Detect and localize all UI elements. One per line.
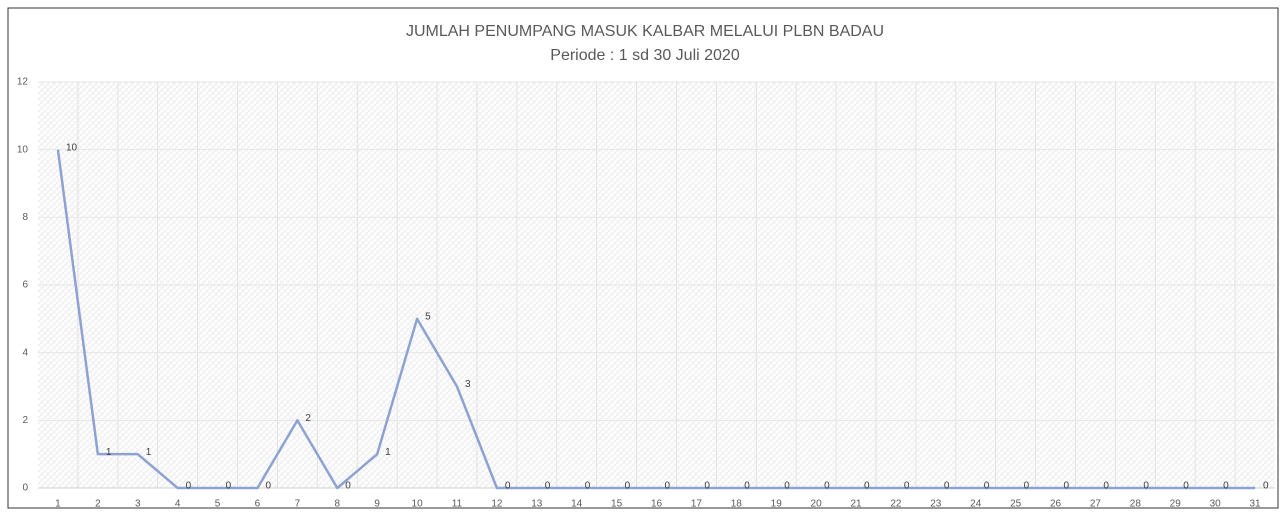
x-tick-label: 1: [55, 499, 61, 510]
x-tick-label: 24: [970, 499, 982, 510]
x-tick-label: 30: [1210, 499, 1222, 510]
data-label: 0: [944, 481, 950, 492]
data-label: 0: [1064, 481, 1070, 492]
data-label: 1: [106, 447, 112, 458]
x-tick-label: 7: [295, 499, 301, 510]
y-tick-label: 10: [17, 144, 29, 155]
x-tick-label: 15: [611, 499, 623, 510]
x-tick-label: 19: [771, 499, 783, 510]
data-label: 1: [385, 447, 391, 458]
x-tick-label: 25: [1010, 499, 1022, 510]
chart-title: JUMLAH PENUMPANG MASUK KALBAR MELALUI PL…: [406, 23, 884, 40]
x-tick-label: 5: [215, 499, 221, 510]
y-tick-label: 0: [22, 483, 28, 494]
data-label: 0: [784, 481, 790, 492]
x-tick-label: 4: [175, 499, 181, 510]
x-tick-label: 2: [95, 499, 101, 510]
x-tick-label: 28: [1130, 499, 1142, 510]
data-label: 0: [704, 481, 710, 492]
data-label: 0: [984, 481, 990, 492]
x-tick-label: 29: [1170, 499, 1182, 510]
data-label: 2: [305, 413, 311, 424]
data-label: 0: [1103, 481, 1109, 492]
data-label: 0: [1183, 481, 1189, 492]
data-label: 0: [904, 481, 910, 492]
data-label: 0: [505, 481, 511, 492]
data-label: 1: [146, 447, 152, 458]
x-tick-label: 8: [334, 499, 340, 510]
data-label: 0: [1223, 481, 1229, 492]
x-tick-label: 21: [850, 499, 862, 510]
y-tick-label: 12: [17, 77, 29, 88]
x-tick-label: 23: [930, 499, 942, 510]
data-label: 0: [186, 481, 192, 492]
data-label: 0: [824, 481, 830, 492]
data-label: 0: [665, 481, 671, 492]
x-tick-label: 18: [731, 499, 743, 510]
data-label: 0: [1024, 481, 1030, 492]
data-label: 0: [864, 481, 870, 492]
x-tick-label: 3: [135, 499, 141, 510]
x-tick-label: 12: [491, 499, 503, 510]
y-tick-label: 6: [22, 280, 28, 291]
x-tick-label: 14: [571, 499, 583, 510]
data-label: 0: [625, 481, 631, 492]
data-label: 0: [265, 481, 271, 492]
y-tick-label: 4: [22, 347, 28, 358]
chart-subtitle: Periode : 1 sd 30 Juli 2020: [550, 47, 740, 64]
data-label: 0: [1143, 481, 1149, 492]
data-label: 0: [345, 481, 351, 492]
data-label: 5: [425, 311, 431, 322]
data-label: 3: [465, 379, 471, 390]
data-label: 0: [545, 481, 551, 492]
x-tick-label: 31: [1249, 499, 1261, 510]
data-label: 10: [66, 142, 78, 153]
x-tick-label: 13: [531, 499, 543, 510]
x-tick-label: 6: [255, 499, 261, 510]
data-line: [56, 149, 1256, 490]
x-tick-label: 26: [1050, 499, 1062, 510]
data-label: 0: [744, 481, 750, 492]
x-tick-label: 17: [691, 499, 703, 510]
data-label: 0: [1263, 481, 1269, 492]
y-tick-label: 2: [22, 415, 28, 426]
x-tick-label: 9: [374, 499, 380, 510]
x-tick-label: 20: [811, 499, 823, 510]
x-tick-label: 16: [651, 499, 663, 510]
x-tick-label: 11: [452, 499, 463, 510]
x-tick-label: 27: [1090, 499, 1102, 510]
data-label: 0: [585, 481, 591, 492]
y-tick-label: 8: [22, 212, 28, 223]
x-tick-label: 10: [412, 499, 424, 510]
data-label: 0: [226, 481, 232, 492]
x-tick-label: 22: [890, 499, 902, 510]
